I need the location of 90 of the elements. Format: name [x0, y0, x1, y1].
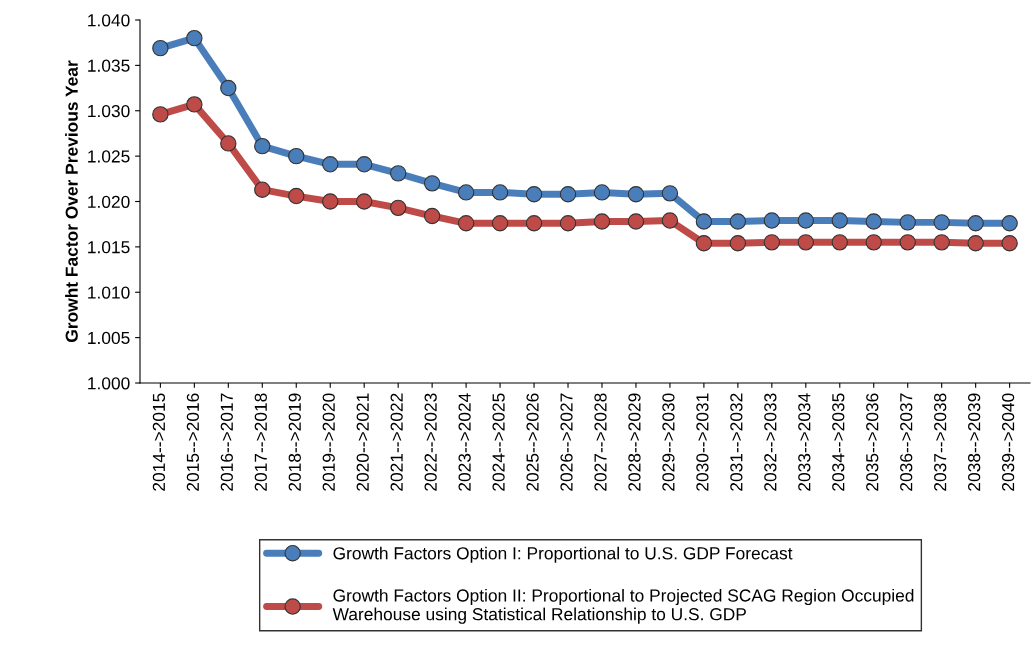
- point: [627, 213, 645, 230]
- point: [288, 147, 305, 165]
- point: [356, 156, 373, 173]
- x-tick-label: 2033-->2034: [798, 393, 811, 491]
- x-tick-label: 2030-->2031: [696, 393, 709, 491]
- x-tick-label: 2021-->2022: [390, 393, 403, 491]
- x-tick-label: 2037-->2038: [934, 393, 947, 491]
- point: [559, 215, 577, 232]
- x-tick-label: 2019-->2020: [322, 393, 335, 491]
- x-tick-label: 2034-->2035: [832, 393, 845, 491]
- point: [933, 214, 950, 231]
- point: [967, 235, 984, 252]
- point: [389, 199, 407, 217]
- point: [593, 213, 611, 230]
- point: [797, 212, 814, 229]
- point: [559, 186, 577, 203]
- point: [186, 29, 203, 47]
- x-tick-label: 2014-->2015: [152, 393, 166, 491]
- point: [186, 96, 203, 113]
- y-tick-label: 1.000: [88, 377, 130, 390]
- point: [389, 165, 407, 182]
- y-tick-label: 1.015: [88, 241, 130, 254]
- legend-label: Growth Factors Option I: Proportional to U.S. GDP Forecast: [333, 546, 793, 563]
- point: [1001, 235, 1018, 252]
- point: [899, 234, 916, 251]
- x-tick-label: 2039-->2040: [1001, 393, 1015, 491]
- point: [831, 234, 848, 251]
- point: [1001, 215, 1018, 232]
- y-tick-label: 1.040: [88, 14, 130, 27]
- point: [423, 175, 441, 192]
- x-tick-label: 2020-->2021: [356, 393, 369, 491]
- x-tick-label: 2022-->2023: [424, 393, 437, 491]
- point: [423, 207, 441, 225]
- x-tick-label: 2031-->2032: [730, 393, 743, 491]
- point: [627, 186, 645, 203]
- y-tick-label: 1.035: [88, 59, 130, 72]
- point: [525, 215, 543, 232]
- point: [356, 193, 373, 210]
- point: [322, 193, 339, 210]
- x-tick-label: 2038-->2039: [968, 393, 981, 491]
- point: [899, 214, 916, 231]
- x-tick-label: 2018-->2019: [288, 393, 301, 491]
- point: [254, 137, 271, 155]
- x-tick-label: 2023-->2024: [458, 393, 471, 491]
- point: [797, 234, 814, 251]
- x-tick-label: 2032-->2033: [764, 393, 777, 491]
- x-tick-label: 2035-->2036: [866, 393, 879, 491]
- point: [695, 235, 713, 252]
- point: [695, 213, 713, 230]
- point: [763, 212, 781, 229]
- legend-label: Growth Factors Option II: Proportional to Projected SCAG Region Occupied Warehouse using Statistical Relationship to U.S. GDP: [332, 588, 914, 624]
- point: [729, 235, 747, 252]
- point: [729, 213, 747, 230]
- point: [322, 156, 339, 173]
- point: [865, 234, 882, 251]
- x-tick-label: 2017-->2018: [254, 393, 267, 491]
- point: [288, 187, 305, 205]
- y-tick-label: 1.030: [88, 104, 130, 118]
- x-tick-label: 2025-->2026: [526, 393, 539, 491]
- x-tick-label: 2015-->2016: [186, 393, 200, 491]
- x-tick-label: 2016-->2017: [220, 393, 233, 491]
- x-tick-label: 2027-->2028: [594, 393, 607, 491]
- point: [593, 184, 611, 201]
- point: [457, 215, 475, 232]
- point: [220, 79, 237, 97]
- point: [967, 215, 984, 232]
- point: [865, 213, 882, 230]
- point: [661, 212, 679, 229]
- x-tick-label: 2028-->2029: [628, 393, 641, 491]
- point: [763, 234, 781, 251]
- y-tick-label: 1.025: [88, 150, 130, 163]
- y-tick-label: 1.020: [88, 195, 130, 208]
- x-tick-label: 2026-->2027: [560, 393, 573, 491]
- y-axis-title: Growht Factor Over Previous Year: [65, 60, 78, 342]
- x-tick-label: 2024-->2025: [492, 393, 505, 491]
- point: [220, 135, 237, 152]
- point: [525, 186, 543, 203]
- y-tick-label: 1.010: [88, 286, 130, 299]
- x-tick-label: 2029-->2030: [662, 393, 675, 491]
- y-tick-label: 1.005: [88, 331, 130, 345]
- point: [152, 39, 169, 57]
- point: [491, 184, 509, 201]
- point: [933, 234, 950, 251]
- point: [491, 215, 509, 232]
- point: [457, 184, 475, 201]
- point: [152, 106, 169, 123]
- point: [661, 185, 679, 202]
- point: [831, 212, 848, 229]
- point: [254, 181, 271, 198]
- x-tick-label: 2036-->2037: [900, 393, 913, 491]
